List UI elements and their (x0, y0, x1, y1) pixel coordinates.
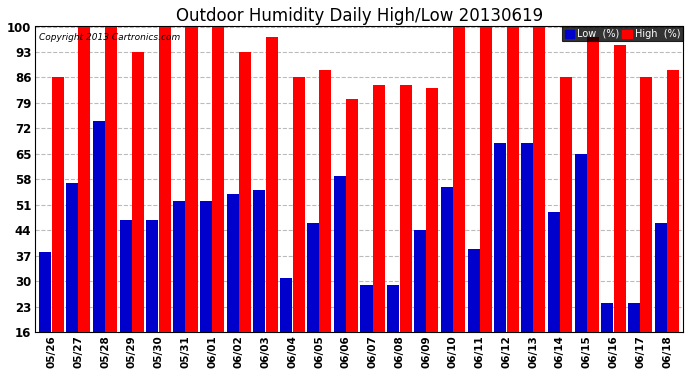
Bar (667, 70, 679, 375)
Bar (533, 27, 545, 375)
Bar (426, 88, 438, 375)
Bar (105, 27, 117, 375)
Bar (173, 201, 185, 375)
Bar (39, 252, 52, 375)
Bar (387, 285, 400, 375)
Bar (266, 38, 278, 375)
Bar (146, 219, 159, 375)
Bar (506, 27, 519, 375)
Bar (346, 99, 358, 375)
Bar (575, 154, 586, 375)
Bar (601, 303, 613, 375)
Bar (213, 27, 224, 375)
Bar (548, 212, 560, 375)
Bar (655, 223, 667, 375)
Bar (453, 27, 465, 375)
Bar (628, 303, 640, 375)
Bar (186, 27, 197, 375)
Bar (119, 219, 132, 375)
Bar (480, 27, 492, 375)
Bar (159, 27, 170, 375)
Bar (360, 285, 373, 375)
Bar (52, 78, 63, 375)
Bar (640, 78, 653, 375)
Bar (414, 230, 426, 375)
Text: Copyright 2013 Cartronics.com: Copyright 2013 Cartronics.com (39, 33, 180, 42)
Bar (79, 27, 90, 375)
Title: Outdoor Humidity Daily High/Low 20130619: Outdoor Humidity Daily High/Low 20130619 (176, 7, 543, 25)
Bar (441, 187, 453, 375)
Bar (521, 143, 533, 375)
Bar (587, 38, 599, 375)
Bar (200, 201, 212, 375)
Bar (132, 52, 144, 375)
Bar (334, 176, 346, 375)
Bar (293, 78, 304, 375)
Legend: Low  (%), High  (%): Low (%), High (%) (562, 27, 683, 41)
Bar (400, 85, 411, 375)
Bar (66, 183, 78, 375)
Bar (227, 194, 239, 375)
Bar (468, 249, 480, 375)
Bar (307, 223, 319, 375)
Bar (494, 143, 506, 375)
Bar (319, 70, 331, 375)
Bar (280, 278, 293, 375)
Bar (239, 52, 251, 375)
Bar (373, 85, 385, 375)
Bar (253, 190, 266, 375)
Bar (93, 121, 105, 375)
Bar (613, 45, 626, 375)
Bar (560, 78, 572, 375)
